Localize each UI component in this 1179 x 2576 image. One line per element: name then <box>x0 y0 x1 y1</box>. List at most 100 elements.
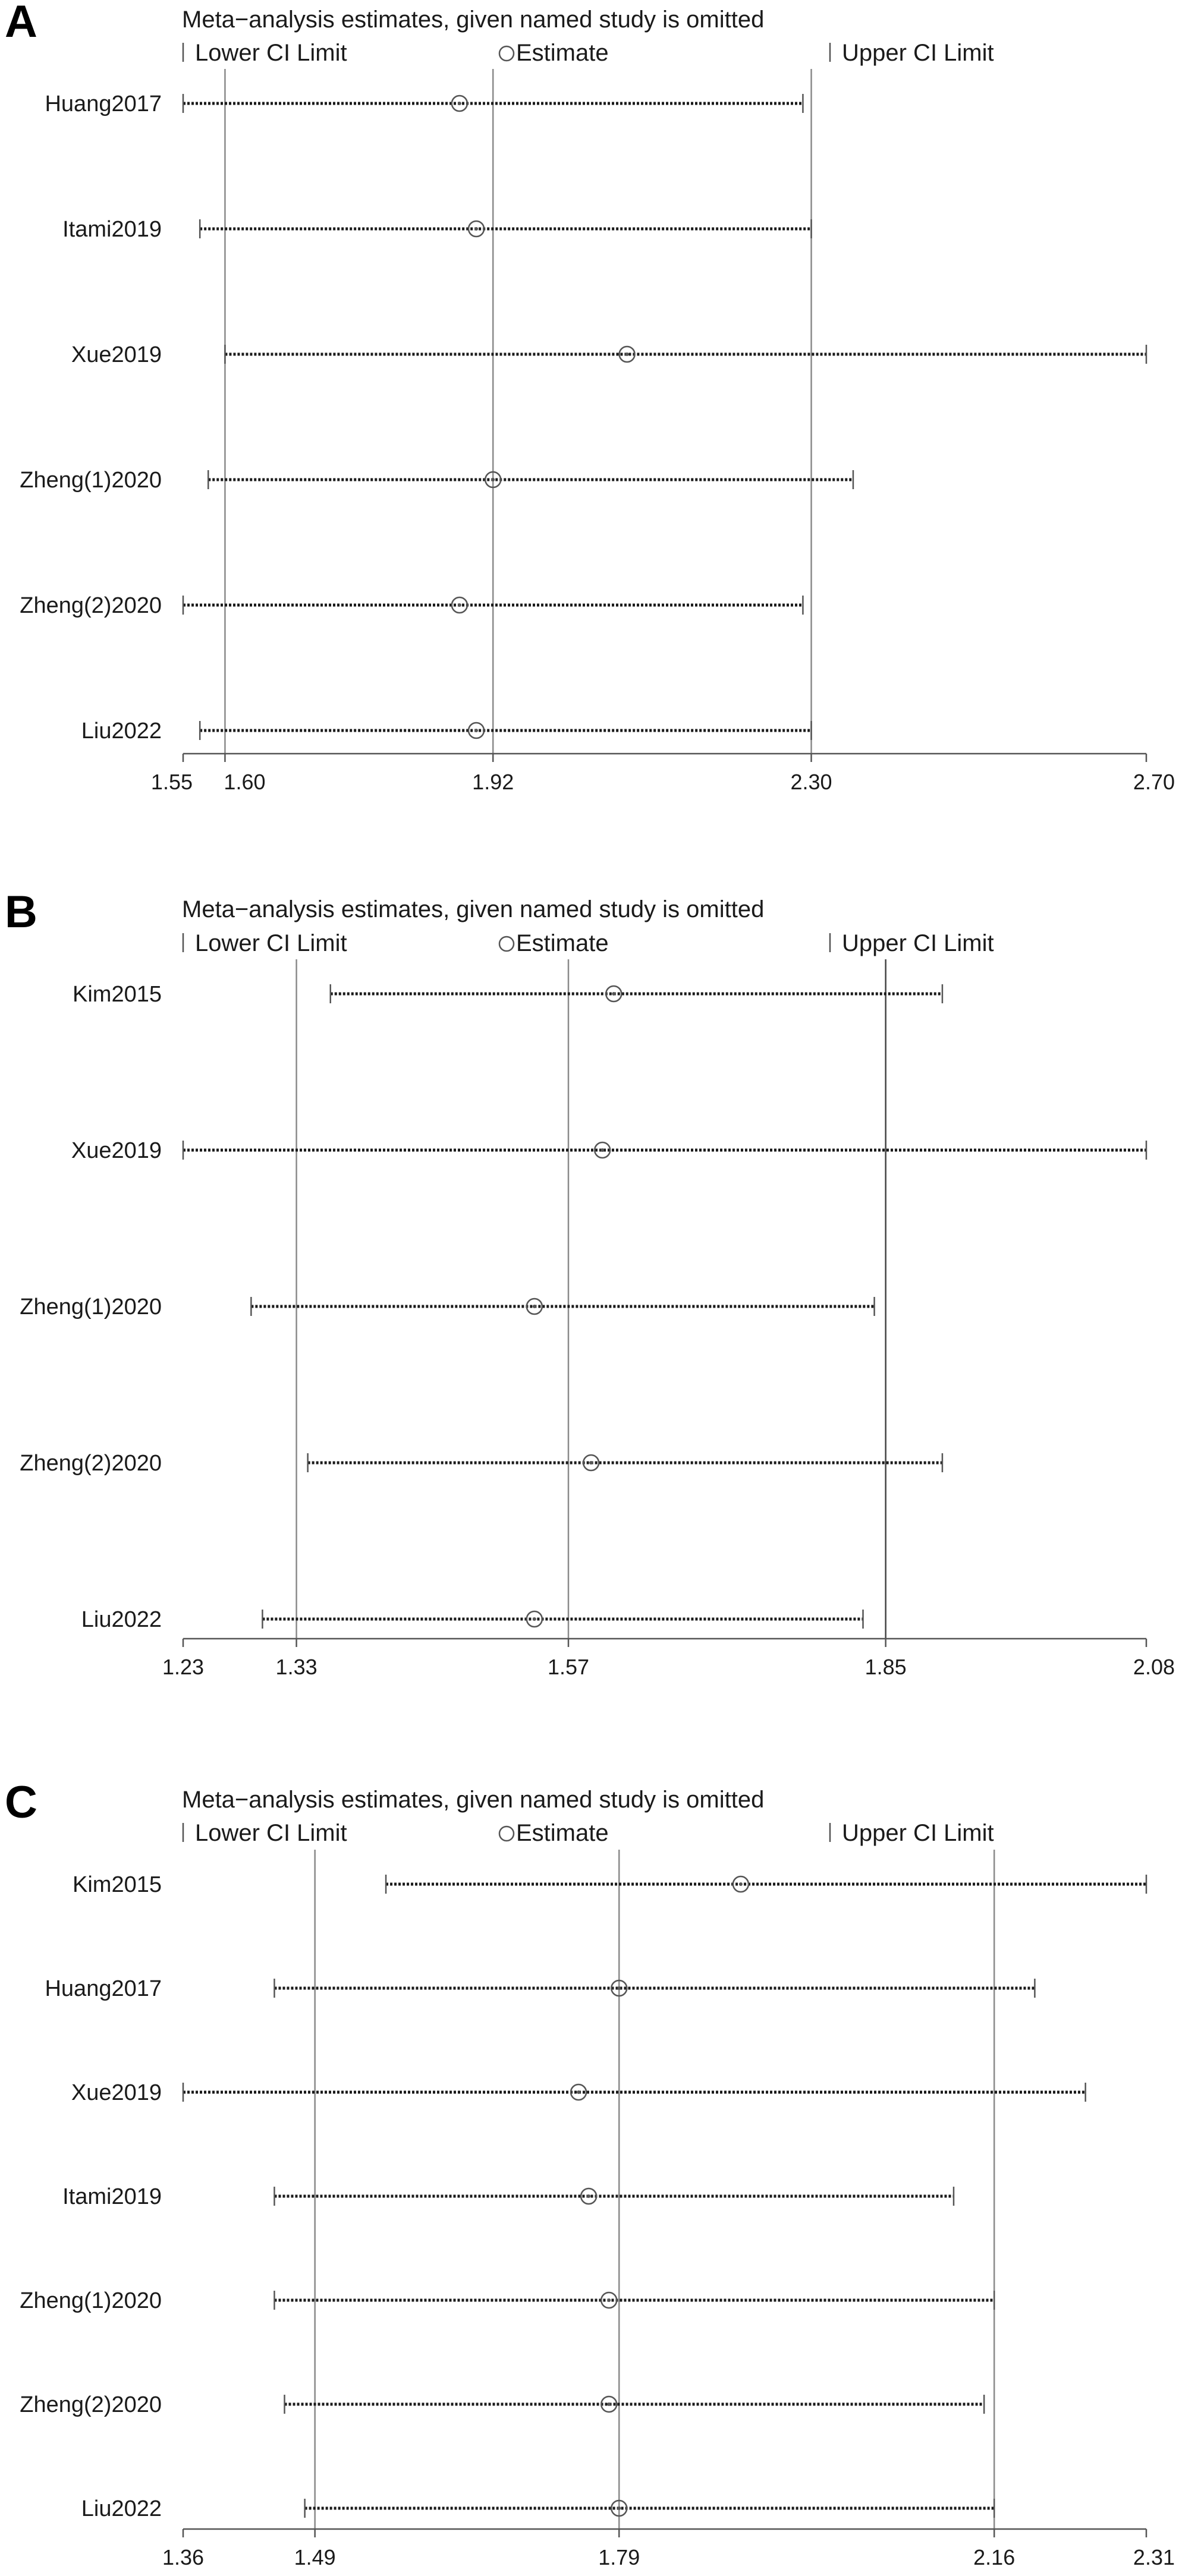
study-row: Zheng(1)2020 <box>20 2288 995 2313</box>
study-row: Liu2022 <box>81 719 812 744</box>
study-label: Kim2015 <box>73 1872 162 1897</box>
estimate-marker <box>526 1610 543 1628</box>
estimate-marker <box>611 2499 628 2517</box>
estimate-center <box>607 2402 611 2406</box>
legend-estimate: Estimate <box>516 1820 609 1846</box>
legend-estimate: Estimate <box>516 930 609 956</box>
estimate-center <box>457 102 461 105</box>
legend-estimate: Estimate <box>516 40 609 66</box>
x-tick-label: 1.55 <box>151 770 193 794</box>
x-tick-label: 2.70 <box>1133 770 1175 794</box>
study-label: Itami2019 <box>62 217 162 242</box>
estimate-center <box>617 2506 621 2510</box>
estimate-marker <box>467 722 485 739</box>
study-row: Zheng(1)2020 <box>20 468 854 493</box>
estimate-center <box>612 992 616 996</box>
study-row: Xue2019 <box>71 342 1147 367</box>
legend-upper-ci: Upper CI Limit <box>842 40 994 66</box>
estimate-marker <box>451 596 469 614</box>
study-row: Xue2019 <box>71 1138 1147 1163</box>
estimate-center <box>625 352 629 356</box>
estimate-marker <box>451 95 469 112</box>
x-tick-label: 1.33 <box>276 1655 317 1679</box>
legend-estimate-marker <box>498 936 515 952</box>
study-row: Huang2017 <box>45 1976 1036 2001</box>
study-row: Liu2022 <box>81 2496 995 2521</box>
panel-letter: A <box>5 0 37 47</box>
x-tick-label: 2.31 <box>1133 2545 1175 2569</box>
study-row: Liu2022 <box>81 1607 864 1632</box>
study-label: Zheng(1)2020 <box>20 1295 162 1320</box>
estimate-marker <box>526 1298 543 1315</box>
chart-title: Meta−analysis estimates, given named stu… <box>182 1787 764 1813</box>
study-label: Zheng(1)2020 <box>20 2288 162 2313</box>
study-label: Xue2019 <box>71 1138 162 1163</box>
estimate-center <box>607 2298 611 2302</box>
study-label: Liu2022 <box>81 719 162 744</box>
study-label: Kim2015 <box>73 982 162 1007</box>
study-row: Zheng(2)2020 <box>20 1451 944 1476</box>
estimate-center <box>474 227 479 231</box>
study-label: Huang2017 <box>45 1976 162 2001</box>
x-tick-label: 1.49 <box>294 2545 336 2569</box>
study-label: Xue2019 <box>71 342 162 367</box>
study-row: Huang2017 <box>45 92 804 116</box>
x-tick-label: 1.23 <box>162 1655 204 1679</box>
estimate-center <box>600 1148 605 1152</box>
estimate-center <box>474 729 479 732</box>
study-row: Zheng(1)2020 <box>20 1295 875 1320</box>
x-tick-label: 2.30 <box>790 770 832 794</box>
study-row: Zheng(2)2020 <box>20 2392 985 2417</box>
study-label: Zheng(2)2020 <box>20 593 162 618</box>
forest-panel-c: C Meta−analysis estimates, given named st… <box>5 1777 1175 2569</box>
x-tick-label: 1.85 <box>865 1655 907 1679</box>
legend-lower-ci: Lower CI Limit <box>195 930 347 956</box>
study-row: Itami2019 <box>62 217 812 242</box>
estimate-marker <box>732 1875 750 1893</box>
estimate-marker <box>618 345 636 363</box>
study-label: Liu2022 <box>81 2496 162 2521</box>
legend: Lower CI Limit Estimate Upper CI Limit <box>182 1820 994 1846</box>
chart-title: Meta−analysis estimates, given named stu… <box>182 7 764 33</box>
estimate-center <box>589 1461 593 1465</box>
legend-lower-ci: Lower CI Limit <box>195 40 347 66</box>
legend-upper-ci: Upper CI Limit <box>842 1820 994 1846</box>
study-label: Huang2017 <box>45 92 162 116</box>
forest-panel-a: A Meta−analysis estimates, given named st… <box>5 0 1175 794</box>
legend-lower-ci: Lower CI Limit <box>195 1820 347 1846</box>
x-tick-label: 1.36 <box>162 2545 204 2569</box>
legend: Lower CI Limit Estimate Upper CI Limit <box>182 40 994 66</box>
study-row: Kim2015 <box>73 1872 1147 1897</box>
estimate-marker <box>570 2083 587 2101</box>
estimate-center <box>577 2090 581 2094</box>
estimate-center <box>532 1617 536 1621</box>
estimate-center <box>738 1882 743 1886</box>
estimate-center <box>532 1305 536 1308</box>
estimate-center <box>617 1986 621 1990</box>
study-row: Itami2019 <box>62 2184 955 2209</box>
study-row: Kim2015 <box>73 982 944 1007</box>
panel-letter: B <box>5 887 37 937</box>
x-tick-label: 1.79 <box>598 2545 640 2569</box>
x-tick-label: 2.08 <box>1133 1655 1175 1679</box>
legend-estimate-marker <box>498 1825 515 1842</box>
estimate-marker <box>600 2395 618 2413</box>
estimate-marker <box>593 1141 611 1159</box>
estimate-center <box>587 2194 591 2198</box>
estimate-marker <box>467 220 485 238</box>
legend: Lower CI Limit Estimate Upper CI Limit <box>182 930 994 956</box>
estimate-marker <box>582 1454 600 1472</box>
estimate-marker <box>605 985 622 1003</box>
study-label: Zheng(1)2020 <box>20 468 162 493</box>
estimate-marker <box>484 471 502 489</box>
x-tick-label: 2.16 <box>973 2545 1015 2569</box>
panel-letter: C <box>5 1777 37 1828</box>
estimate-center <box>491 478 495 481</box>
forest-panel-b: B Meta−analysis estimates, given named st… <box>5 887 1175 1679</box>
study-row: Xue2019 <box>71 2080 1086 2105</box>
study-label: Zheng(2)2020 <box>20 2392 162 2417</box>
chart-title: Meta−analysis estimates, given named stu… <box>182 896 764 922</box>
study-row: Zheng(2)2020 <box>20 593 804 618</box>
estimate-center <box>457 603 461 607</box>
